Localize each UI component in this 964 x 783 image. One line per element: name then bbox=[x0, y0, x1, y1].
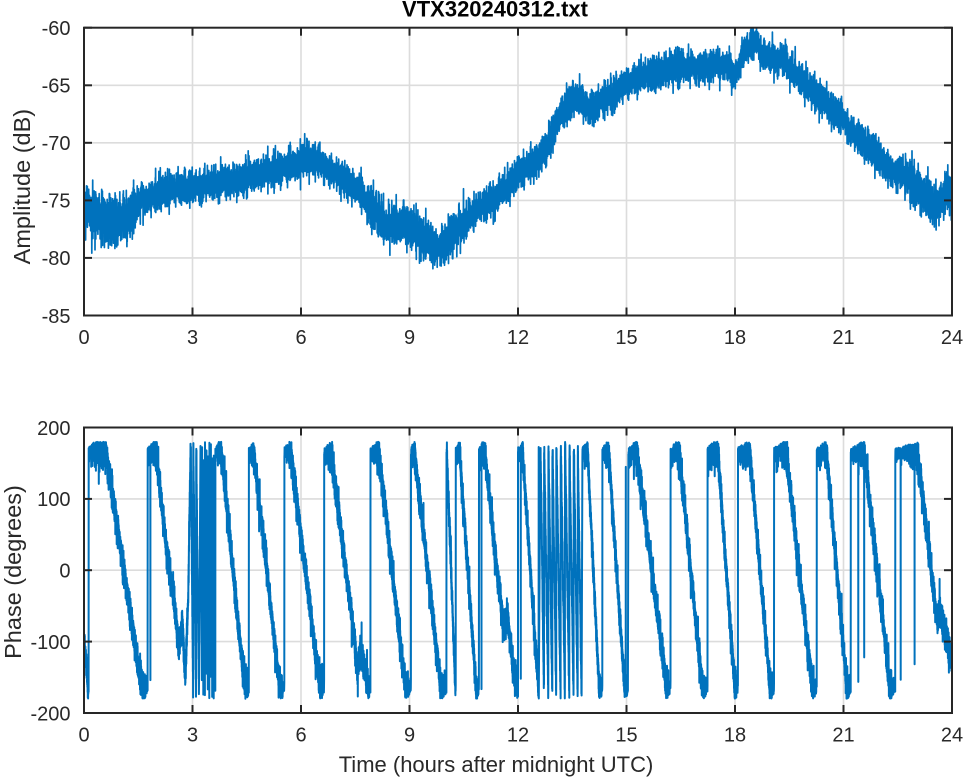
svg-text:15: 15 bbox=[615, 724, 637, 746]
svg-text:9: 9 bbox=[404, 724, 415, 746]
svg-text:Amplitude (dB): Amplitude (dB) bbox=[9, 109, 35, 264]
svg-text:100: 100 bbox=[37, 489, 70, 511]
svg-text:21: 21 bbox=[832, 724, 854, 746]
svg-text:-65: -65 bbox=[42, 76, 71, 98]
svg-text:-70: -70 bbox=[42, 133, 71, 155]
svg-text:3: 3 bbox=[187, 327, 198, 349]
svg-text:3: 3 bbox=[187, 724, 198, 746]
svg-text:-200: -200 bbox=[30, 703, 70, 725]
svg-text:-100: -100 bbox=[30, 632, 70, 654]
svg-text:21: 21 bbox=[832, 327, 854, 349]
svg-text:Phase (degrees): Phase (degrees) bbox=[0, 485, 26, 659]
svg-text:12: 12 bbox=[507, 327, 529, 349]
svg-text:12: 12 bbox=[507, 724, 529, 746]
svg-text:6: 6 bbox=[295, 724, 306, 746]
svg-text:18: 18 bbox=[724, 327, 746, 349]
svg-text:0: 0 bbox=[59, 561, 70, 583]
svg-text:24: 24 bbox=[941, 724, 963, 746]
svg-text:Time (hours after midnight UTC: Time (hours after midnight UTC) bbox=[339, 752, 654, 777]
svg-text:200: 200 bbox=[37, 418, 70, 440]
svg-text:6: 6 bbox=[295, 327, 306, 349]
svg-text:24: 24 bbox=[941, 327, 963, 349]
svg-text:15: 15 bbox=[615, 327, 637, 349]
svg-text:18: 18 bbox=[724, 724, 746, 746]
svg-text:-85: -85 bbox=[42, 306, 71, 328]
svg-text:-80: -80 bbox=[42, 248, 71, 270]
svg-text:-75: -75 bbox=[42, 191, 71, 213]
svg-text:VTX320240312.txt: VTX320240312.txt bbox=[402, 0, 589, 22]
svg-text:-60: -60 bbox=[42, 18, 71, 40]
svg-text:0: 0 bbox=[78, 724, 89, 746]
svg-text:0: 0 bbox=[78, 327, 89, 349]
svg-text:9: 9 bbox=[404, 327, 415, 349]
